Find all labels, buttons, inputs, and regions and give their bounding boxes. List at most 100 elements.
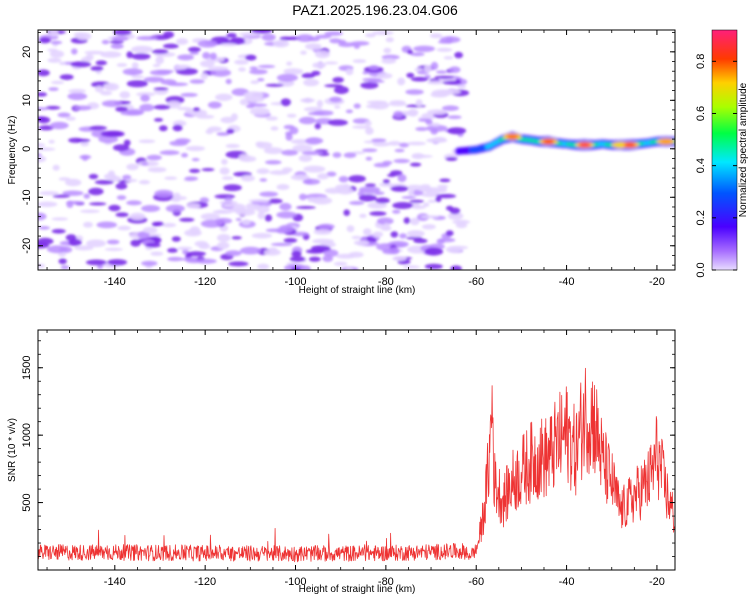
spectrogram-noise-blob xyxy=(167,82,189,87)
spectrogram-noise-blob xyxy=(316,99,324,108)
colorbar: 0.0 0.2 0.4 0.6 0.8 Normalized spectral ampl… xyxy=(695,29,749,278)
spectrogram-noise-blob xyxy=(65,178,82,187)
spectrogram-noise-blob xyxy=(68,88,86,94)
spectrogram-noise-blob xyxy=(235,218,242,221)
spectrogram-noise-blob xyxy=(286,113,297,118)
spectrogram-x-label: Height of straight line (km) xyxy=(299,285,416,296)
snr-x-axis: -140 -120 -100 -80 -60 -40 -20 xyxy=(46,330,665,588)
spectrogram-noise-blob xyxy=(349,201,365,205)
spectrogram-noise-blob xyxy=(322,255,334,262)
spectrogram-noise-blob xyxy=(382,160,393,165)
spectrogram-noise-blob xyxy=(100,90,113,96)
spectrogram-noise-blob xyxy=(392,256,407,262)
spectrogram-noise-blob xyxy=(195,258,217,264)
spectrogram-noise-blob xyxy=(407,49,414,55)
spectrogram-noise-blob xyxy=(115,106,128,112)
spectrogram-noise-blob xyxy=(73,105,92,111)
spectrogram-noise-blob xyxy=(214,194,236,199)
spectrogram-noise-blob xyxy=(360,81,379,89)
spectrogram-noise-blob xyxy=(189,79,205,84)
spectrogram-noise-blob xyxy=(270,242,293,247)
spectrogram-noise-blob xyxy=(327,119,348,126)
spectrogram-noise-blob xyxy=(131,53,151,60)
spectrogram-noise-blob xyxy=(85,259,107,266)
spectrogram-noise-blob xyxy=(264,214,273,222)
spectrogram-noise-blob xyxy=(215,93,233,102)
spectrogram-noise-blob xyxy=(368,80,385,83)
spectrogram-hotspot-core xyxy=(659,139,672,144)
spectrogram-noise-blob xyxy=(291,267,302,270)
colorbar-label: Normalized spectral amplitude xyxy=(738,82,749,217)
spectrogram-noise-blob xyxy=(251,30,273,34)
spectrogram-noise-blob xyxy=(248,199,271,203)
spectrogram-noise-blob xyxy=(139,103,155,112)
spectrogram-noise-blob xyxy=(151,49,169,54)
spectrogram-noise-blob xyxy=(50,40,63,45)
spectrogram-noise-blob xyxy=(382,179,390,184)
snr-y-label: SNR (10 * v/v) xyxy=(7,418,18,482)
spectrogram-noise-blob xyxy=(353,103,361,109)
spectrogram-noise-blob xyxy=(120,110,143,116)
spectrogram-noise-blob xyxy=(352,59,367,63)
spectrogram-noise-blob xyxy=(438,40,453,44)
spectrogram-noise-blob xyxy=(238,153,251,161)
spectrogram-noise-blob xyxy=(200,213,220,221)
spectrogram-noise-blob xyxy=(38,116,51,124)
spectrogram-noise-blob xyxy=(176,38,189,45)
spectrogram-noise-blob xyxy=(265,160,282,165)
spectrogram-noise-blob xyxy=(346,225,355,233)
spectrogram-noise-blob xyxy=(410,76,429,82)
spectrogram-noise-blob xyxy=(48,87,59,91)
spectrogram-noise-blob xyxy=(88,187,104,196)
spectrogram-noise-blob xyxy=(427,109,447,115)
spectrogram-noise-blob xyxy=(117,225,131,231)
spectrogram-noise-blob xyxy=(345,109,353,114)
spectrogram-noise-blob xyxy=(141,260,158,266)
spectrogram-noise-blob xyxy=(108,204,121,212)
spectrogram-noise-blob xyxy=(141,205,161,212)
spectrogram-noise-blob xyxy=(177,246,193,251)
spectrogram-noise-blob xyxy=(207,66,229,71)
spectrogram-noise-blob xyxy=(188,46,201,53)
spectrogram-noise-blob xyxy=(47,48,58,52)
spectrogram-noise-blob xyxy=(159,150,180,156)
spectrogram-noise-blob xyxy=(131,62,139,70)
spectrogram-noise-blob xyxy=(214,217,233,224)
spectrogram-noise-blob xyxy=(150,251,164,256)
spectrogram-noise-blob xyxy=(38,201,58,208)
spectrogram-noise-blob xyxy=(239,32,261,37)
spectrogram-noise-blob xyxy=(413,238,428,244)
spectrogram-noise-blob xyxy=(447,115,462,119)
spectrogram-noise-blob xyxy=(112,36,129,42)
spectrogram-noise-blob xyxy=(52,194,70,198)
spectrogram-noise-blob xyxy=(406,72,415,78)
spectrogram-noise-blob xyxy=(425,119,433,125)
spectrogram-noise-blob xyxy=(410,217,420,226)
y-tick-label: -20 xyxy=(21,238,33,254)
spectrogram-noise-blob xyxy=(51,80,65,85)
spectrogram-noise-blob xyxy=(263,249,281,256)
spectrogram-noise-blob xyxy=(169,140,188,146)
spectrogram-noise-blob xyxy=(49,50,65,58)
spectrogram-noise-blob xyxy=(427,199,437,203)
spectrogram-noise-blob xyxy=(259,178,268,182)
spectrogram-noise-blob xyxy=(177,107,193,111)
spectrogram-noise-blob xyxy=(272,39,290,48)
spectrogram-noise-blob xyxy=(454,51,463,59)
spectrogram-noise-blob xyxy=(445,157,458,161)
spectrogram-y-label: Frequency (Hz) xyxy=(7,116,18,185)
spectrogram-noise-blob xyxy=(358,194,377,202)
spectrogram-noise-blob xyxy=(285,133,293,141)
spectrogram-noise-blob xyxy=(401,196,417,199)
spectrogram-noise-blob xyxy=(197,40,218,48)
spectrogram-noise-blob xyxy=(312,62,327,69)
spectrogram-noise-blob xyxy=(265,228,285,233)
spectrogram-noise-blob xyxy=(363,228,372,236)
spectrogram-noise-blob xyxy=(276,211,297,219)
spectrogram-noise-blob xyxy=(154,221,164,226)
spectrogram-noise-blob xyxy=(345,68,354,76)
spectrogram-noise-blob xyxy=(222,203,237,208)
spectrogram-noise-blob xyxy=(421,224,436,230)
spectrogram-noise-blob xyxy=(122,174,132,181)
